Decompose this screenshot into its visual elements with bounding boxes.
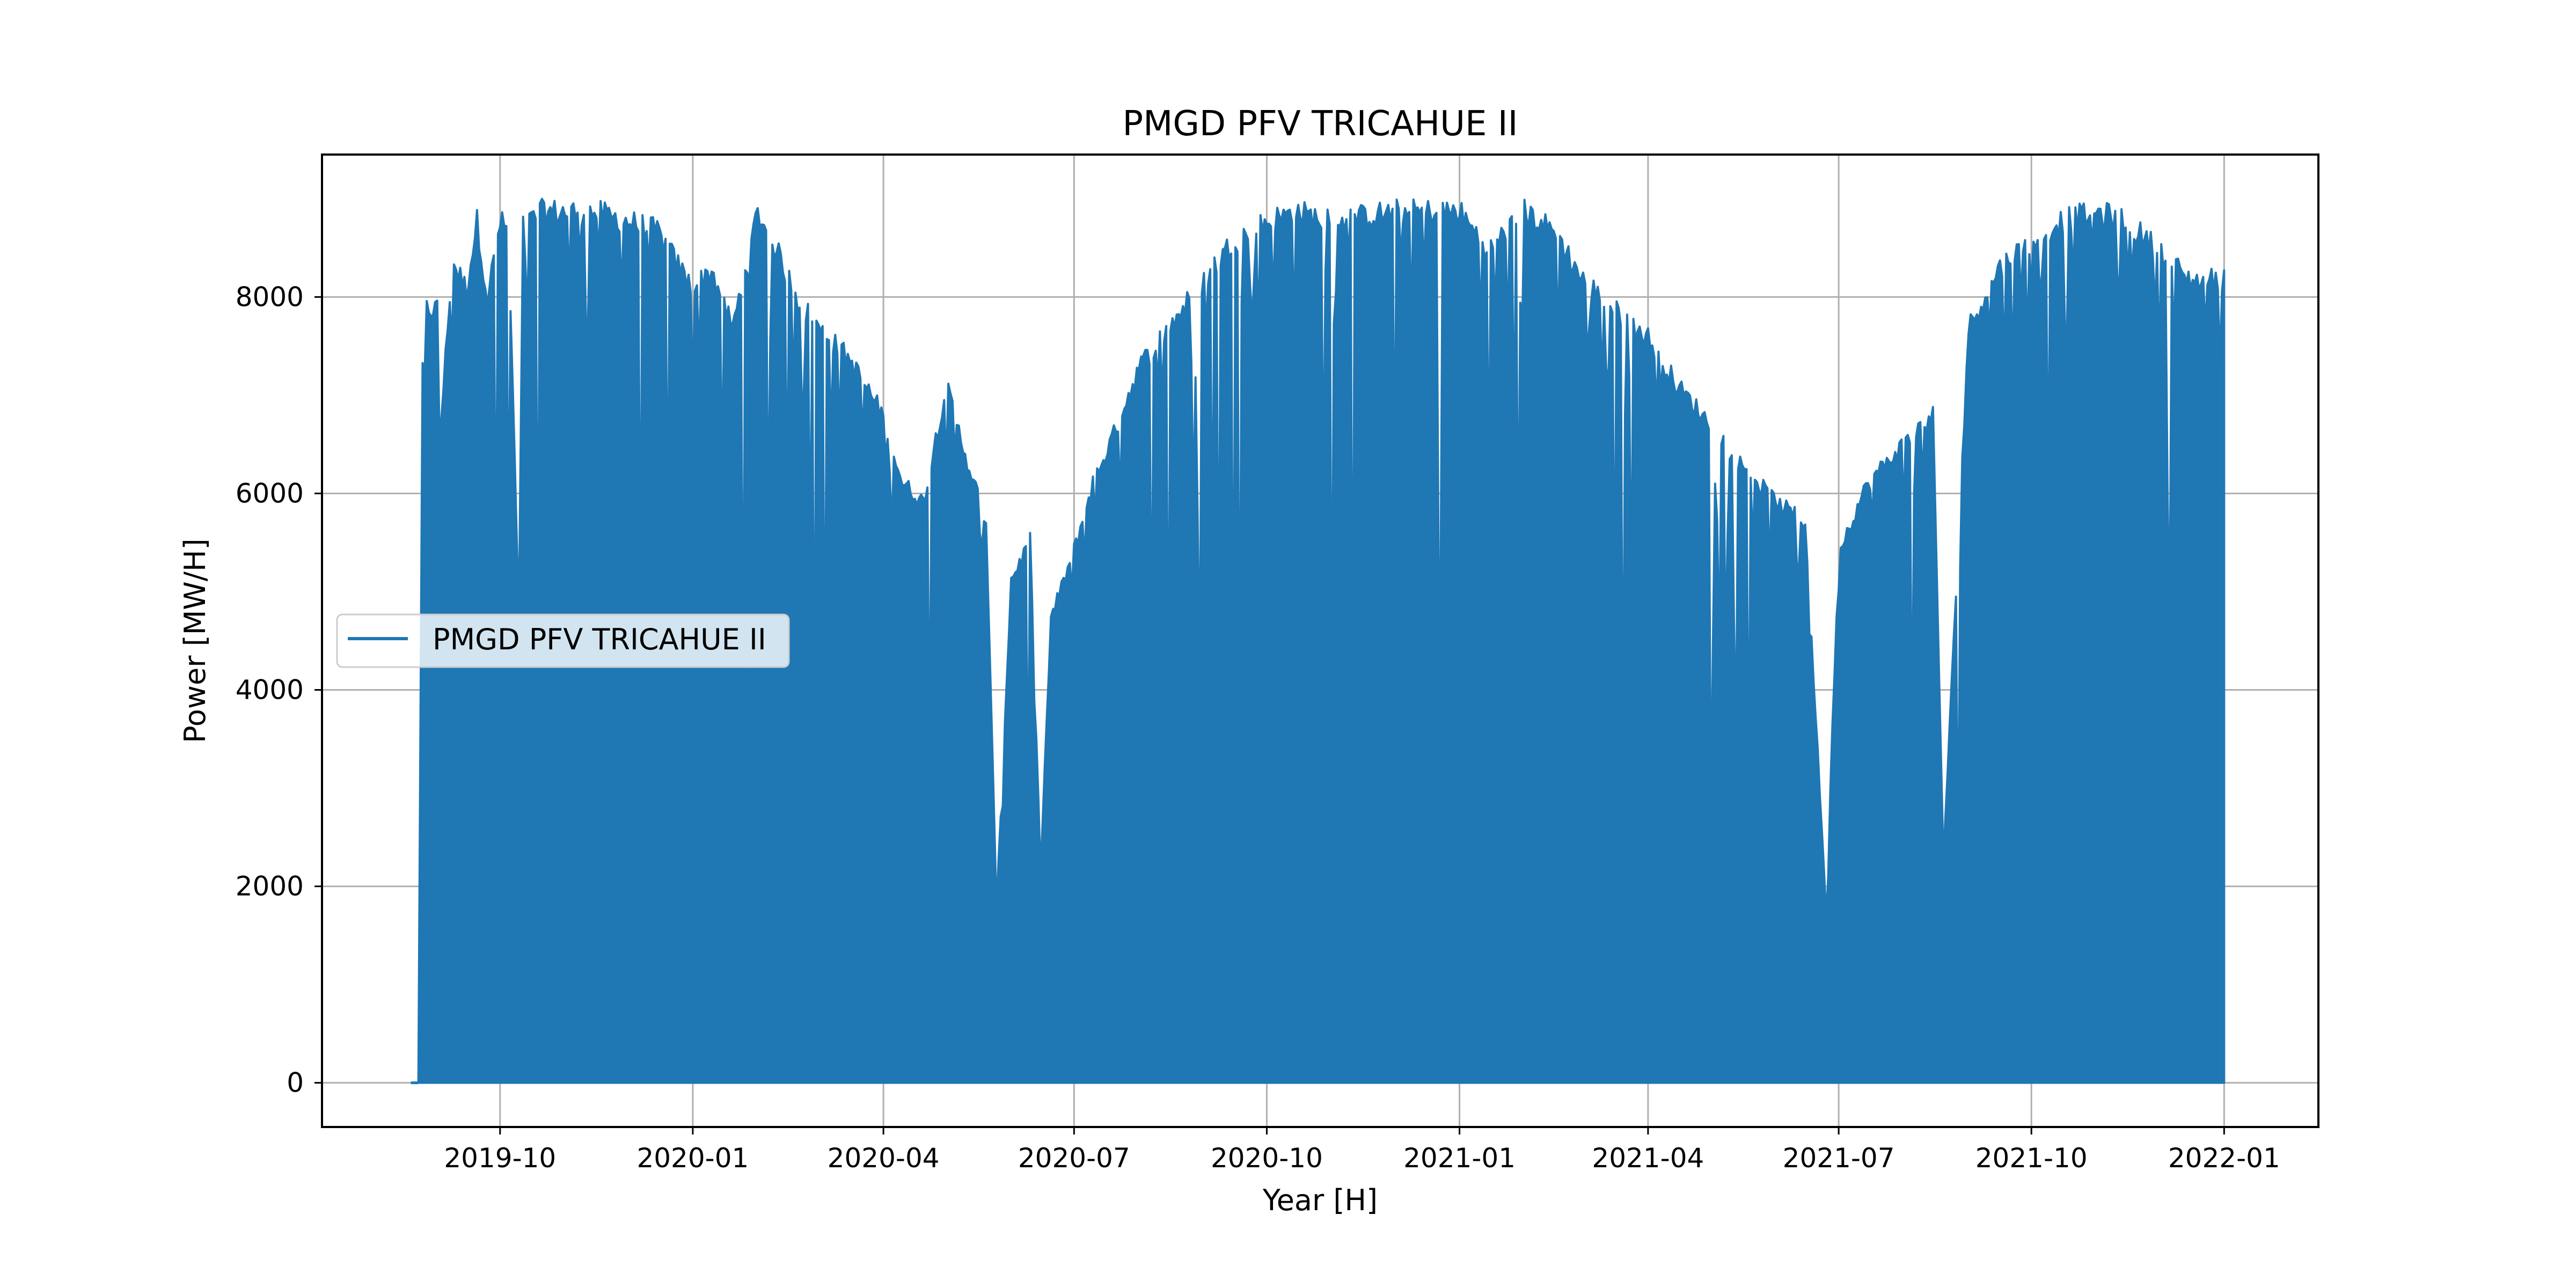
x-tick-label: 2020-10 (1211, 1143, 1323, 1174)
x-tick-label: 2020-04 (828, 1143, 940, 1174)
x-axis-title: Year [H] (1262, 1183, 1378, 1217)
x-tick-label: 2020-07 (1018, 1143, 1130, 1174)
plot-frame (321, 153, 2319, 1128)
x-tick-label: 2021-01 (1403, 1143, 1516, 1174)
y-tick-label: 0 (287, 1067, 304, 1099)
series-area (417, 197, 2226, 1084)
legend-label: PMGD PFV TRICAHUE II (433, 623, 766, 656)
y-tick-label: 6000 (236, 478, 304, 509)
x-axis: 2019-10 2020-01 2020-04 2020-07 2020-10 2021-… (444, 1127, 2280, 1174)
y-tick-label: 2000 (236, 871, 304, 902)
y-axis-title: Power [MW/H] (178, 538, 212, 743)
x-tick-label: 2021-04 (1592, 1143, 1704, 1174)
chart-title: PMGD PFV TRICAHUE II (1123, 104, 1518, 144)
x-tick-label: 2020-01 (636, 1143, 749, 1174)
y-tick-label: 8000 (236, 281, 304, 312)
y-axis: 0 2000 4000 6000 8000 (236, 281, 322, 1099)
x-tick-label: 2022-01 (2168, 1143, 2280, 1174)
legend: PMGD PFV TRICAHUE II (336, 613, 790, 668)
x-tick-label: 2019-10 (444, 1143, 556, 1174)
x-tick-label: 2021-10 (1975, 1143, 2088, 1174)
y-tick-label: 4000 (236, 675, 304, 706)
legend-box (336, 613, 790, 668)
x-tick-label: 2021-07 (1783, 1143, 1895, 1174)
series-layer (411, 197, 2226, 1085)
